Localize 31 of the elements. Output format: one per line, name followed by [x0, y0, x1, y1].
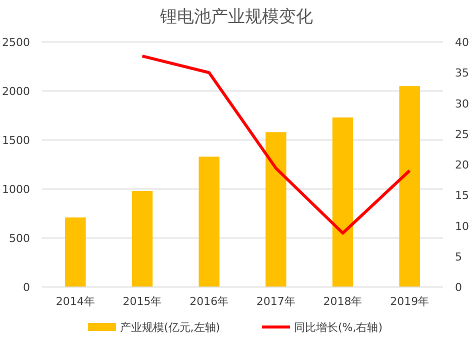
chart-title: 锂电池产业规模变化 [159, 7, 313, 27]
x-tick-label: 2014年 [56, 295, 95, 308]
legend-label: 产业规模(亿元,左轴) [120, 321, 220, 334]
x-tick-label: 2015年 [122, 295, 162, 308]
y2-tick-label: 25 [455, 128, 469, 141]
bar [266, 132, 286, 287]
legend-label: 同比增长(%,右轴) [294, 321, 383, 334]
y2-tick-label: 0 [455, 281, 462, 294]
bar [399, 86, 420, 287]
x-tick-label: 2017年 [256, 295, 296, 308]
y-tick-label: 500 [9, 232, 30, 245]
y-tick-label: 1500 [2, 134, 30, 147]
x-tick-label: 2018年 [323, 295, 362, 308]
bar [332, 117, 354, 287]
y-tick-label: 0 [23, 281, 30, 294]
y2-tick-label: 35 [455, 66, 469, 80]
y2-tick-label: 10 [455, 220, 469, 233]
x-tick-label: 2019年 [390, 295, 430, 308]
bar [198, 156, 220, 287]
y2-tick-label: 30 [455, 97, 469, 110]
y2-tick-label: 5 [455, 250, 462, 264]
line-series [140, 54, 412, 235]
y2-tick-label: 40 [455, 36, 469, 49]
y2-tick-label: 15 [455, 189, 469, 202]
y-tick-label: 2000 [2, 85, 30, 98]
bar [65, 217, 86, 287]
y-tick-label: 1000 [2, 183, 30, 196]
y-tick-label: 2500 [2, 36, 30, 49]
y2-tick-label: 20 [455, 158, 469, 172]
bar [132, 190, 153, 287]
x-tick-label: 2016年 [190, 295, 229, 308]
